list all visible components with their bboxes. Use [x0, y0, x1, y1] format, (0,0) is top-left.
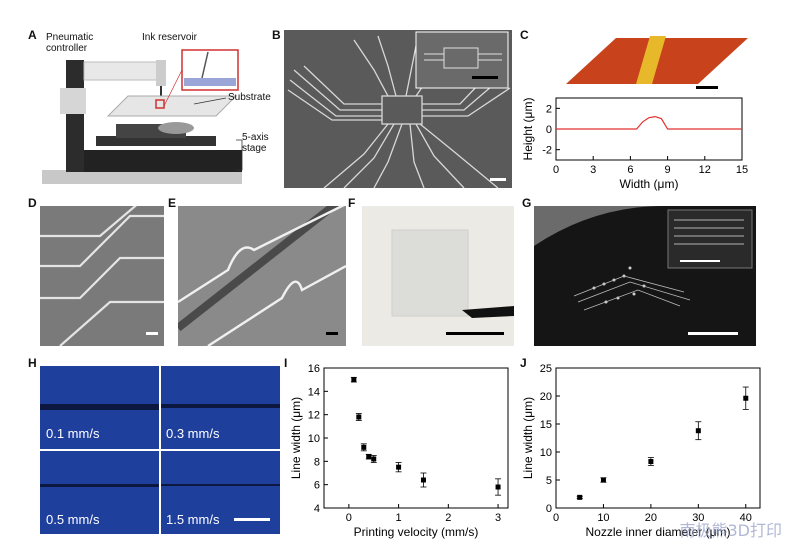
panel-label-i: I: [284, 356, 288, 370]
x-tick-label: 3: [590, 164, 596, 176]
y-tick-label: 5: [546, 475, 552, 487]
panel-label-a: A: [28, 28, 37, 42]
data-point: [396, 464, 402, 470]
panel-e-sem-crossing: [178, 206, 346, 346]
label-substrate: Substrate: [228, 92, 271, 103]
y-tick-label: 16: [308, 363, 320, 375]
x-tick-label: 12: [699, 164, 711, 176]
x-tick-label: 0: [553, 164, 559, 176]
panel-b-sem-circuit: [284, 30, 512, 188]
x-axis-label: Printing velocity (mm/s): [354, 525, 479, 539]
label-ink-reservoir: Ink reservoir: [142, 32, 198, 43]
y-tick-label: -2: [542, 145, 552, 157]
data-point: [366, 454, 372, 460]
data-point: [600, 477, 606, 483]
data-point: [371, 456, 377, 462]
label-5-axis-stage: 5-axis stage: [242, 132, 269, 154]
surface-render: [566, 36, 748, 89]
data-point: [495, 484, 501, 490]
speed-label-1: 0.3 mm/s: [166, 426, 220, 441]
y-tick-label: 8: [314, 456, 320, 468]
y-tick-label: 15: [540, 419, 552, 431]
x-tick-label: 9: [665, 164, 671, 176]
panel-c-profile-render: [556, 30, 752, 92]
x-tick-label: 10: [597, 512, 609, 524]
x-tick-label: 3: [495, 512, 501, 524]
x-tick-label: 6: [627, 164, 633, 176]
panel-label-h: H: [28, 356, 37, 370]
data-point: [743, 395, 749, 401]
label-pneumatic-controller: Pneumatic controller: [46, 32, 94, 54]
y-tick-label: 0: [546, 503, 552, 515]
data-point: [577, 494, 583, 500]
x-tick-label: 2: [445, 512, 451, 524]
y-tick-label: 25: [540, 363, 552, 375]
speed-label-3: 1.5 mm/s: [166, 512, 220, 527]
panel-f-transparent-film: [362, 206, 514, 346]
y-tick-label: 6: [314, 480, 320, 492]
x-tick-label: 0: [346, 512, 352, 524]
printer-illustration: [42, 49, 243, 184]
y-axis-label: Line width (μm): [289, 397, 303, 479]
x-tick-label: 15: [736, 164, 748, 176]
x-tick-label: 0: [553, 512, 559, 524]
panel-label-f: F: [348, 196, 356, 210]
data-point: [648, 459, 654, 465]
y-tick-label: 4: [314, 503, 320, 515]
panel-label-d: D: [28, 196, 37, 210]
y-tick-label: 0: [546, 124, 552, 136]
panel-label-j: J: [520, 356, 527, 370]
speed-label-0: 0.1 mm/s: [46, 426, 100, 441]
y-axis-label: Height (μm): [521, 98, 535, 161]
panel-label-b: B: [272, 28, 281, 42]
x-tick-label: 40: [740, 512, 752, 524]
panel-h-optical-lines: 0.1 mm/s 0.3 mm/s 0.5 mm/s 1.5 mm/s: [40, 366, 280, 534]
panel-a-printer-schematic: Pneumatic controller Ink reservoir Subst…: [36, 32, 272, 190]
data-point: [695, 428, 701, 434]
data-point: [420, 477, 426, 483]
data-point: [361, 444, 367, 450]
y-tick-label: 10: [540, 447, 552, 459]
x-tick-label: 20: [645, 512, 657, 524]
y-tick-label: 12: [308, 410, 320, 422]
panel-d-sem-lines: [40, 206, 164, 346]
panel-label-g: G: [522, 196, 532, 210]
y-tick-label: 14: [308, 386, 320, 398]
y-tick-label: 2: [546, 103, 552, 115]
plot-frame: [555, 367, 761, 509]
data-point: [351, 377, 357, 383]
x-axis-label: Width (μm): [620, 177, 679, 191]
watermark: 南极熊3D打印: [679, 521, 782, 540]
circuit-traces: [287, 31, 511, 188]
y-tick-label: 10: [308, 433, 320, 445]
y-tick-label: 20: [540, 391, 552, 403]
speed-label-2: 0.5 mm/s: [46, 512, 100, 527]
data-point: [356, 414, 362, 420]
panel-label-e: E: [168, 196, 177, 210]
profile-line: [556, 115, 742, 130]
plot-frame: [323, 367, 509, 509]
panel-g-dark-photo: [534, 206, 756, 346]
y-axis-label: Line width (μm): [521, 397, 535, 479]
x-tick-label: 30: [692, 512, 704, 524]
x-tick-label: 1: [396, 512, 402, 524]
panel-label-c: C: [520, 28, 529, 42]
x-axis-label: Nozzle inner diameter (μm): [586, 525, 731, 539]
chart-j-nozzle: 0 10 20 30 40 0 5 10 15 20 25 Nozzle inner diameter…: [521, 363, 761, 539]
